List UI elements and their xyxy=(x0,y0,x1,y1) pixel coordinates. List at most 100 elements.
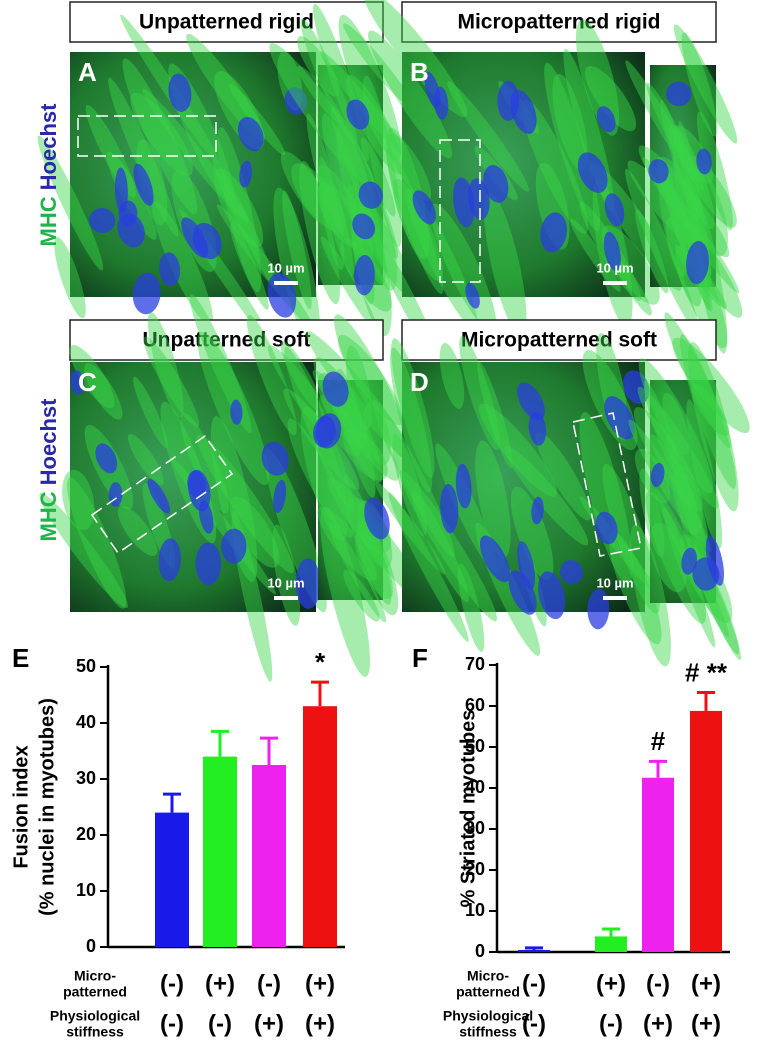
fiber xyxy=(521,99,589,234)
y-tick-label: 70 xyxy=(465,654,485,674)
fiber xyxy=(681,32,718,137)
fiber xyxy=(66,477,127,609)
fiber xyxy=(342,475,392,605)
fiber xyxy=(447,81,530,192)
fiber xyxy=(613,256,652,316)
condition-value: (+) xyxy=(305,970,335,997)
panel-title: Unpatterned rigid xyxy=(139,11,314,34)
nucleus xyxy=(465,282,480,309)
y-tick-label: 20 xyxy=(465,859,485,879)
fiber xyxy=(677,472,709,566)
nucleus xyxy=(168,73,192,112)
scale-bar xyxy=(603,596,627,600)
fiber xyxy=(196,434,295,574)
fiber xyxy=(662,392,690,456)
fiber xyxy=(584,65,637,132)
scale-label: 10 µm xyxy=(267,260,304,275)
fiber xyxy=(579,412,633,584)
fiber xyxy=(229,83,286,156)
fiber xyxy=(69,344,115,409)
fiber xyxy=(478,403,558,497)
condition-value: (-) xyxy=(522,970,546,997)
significance: # ** xyxy=(685,657,728,687)
fiber xyxy=(338,14,402,161)
significance: # xyxy=(651,726,666,756)
fiber xyxy=(305,331,417,465)
fiber xyxy=(269,43,375,189)
fiber xyxy=(643,380,680,477)
y-tick-label: 40 xyxy=(465,777,485,797)
panel-letter: A xyxy=(78,57,97,87)
nucleus xyxy=(603,231,621,271)
nucleus xyxy=(147,478,170,514)
fiber xyxy=(625,168,700,334)
nucleus xyxy=(559,560,584,585)
condition-value: (+) xyxy=(205,970,235,997)
y-tick-label: 50 xyxy=(76,656,96,676)
fiber xyxy=(320,506,371,677)
fiber xyxy=(368,30,453,159)
nucleus xyxy=(322,371,349,407)
fiber xyxy=(343,23,413,108)
nucleus xyxy=(358,181,383,209)
fiber xyxy=(317,506,377,581)
nucleus xyxy=(705,535,725,586)
fiber xyxy=(282,190,312,310)
bar xyxy=(252,765,286,947)
fiber xyxy=(300,406,348,542)
condition-value: (+) xyxy=(691,1010,721,1037)
fiber xyxy=(475,440,511,559)
bar xyxy=(303,706,337,947)
fiber xyxy=(629,524,671,667)
scale-label: 10 µm xyxy=(596,260,633,275)
nucleus xyxy=(648,159,669,184)
condition-value: (+) xyxy=(596,970,626,997)
nucleus xyxy=(540,212,567,253)
condition-value: (+) xyxy=(691,970,721,997)
stain-marker: MHC xyxy=(36,491,61,541)
fiber xyxy=(411,491,469,603)
fiber xyxy=(320,51,407,156)
nucleus xyxy=(604,396,635,440)
fiber xyxy=(386,127,430,260)
nucleus xyxy=(604,193,625,227)
bar xyxy=(690,710,722,952)
fiber xyxy=(679,334,737,489)
fiber xyxy=(439,343,465,409)
nucleus xyxy=(118,200,138,227)
fiber xyxy=(84,362,123,420)
fiber xyxy=(180,412,229,514)
nucleus xyxy=(455,463,472,509)
fiber xyxy=(287,418,354,538)
fiber xyxy=(299,161,340,305)
fiber xyxy=(602,463,660,614)
fiber xyxy=(334,389,383,483)
fiber xyxy=(54,236,86,319)
panel-letter: C xyxy=(78,367,97,397)
fiber xyxy=(358,181,398,291)
fiber xyxy=(638,358,714,494)
condition-value: (-) xyxy=(160,1010,184,1037)
panel-letter: D xyxy=(410,367,429,397)
panel-title-box xyxy=(69,1,384,43)
fiber xyxy=(342,429,388,481)
nucleus xyxy=(188,469,211,512)
fiber xyxy=(272,524,301,626)
fiber xyxy=(343,569,380,622)
fiber xyxy=(691,383,730,437)
fiber xyxy=(329,522,387,623)
fiber xyxy=(658,162,688,277)
fiber xyxy=(300,18,358,146)
nucleus xyxy=(237,116,264,152)
y-tick-label: 30 xyxy=(465,818,485,838)
fiber xyxy=(217,127,262,293)
fiber xyxy=(320,236,378,331)
condition-name: stiffness xyxy=(66,1024,124,1040)
stain-nucleus: Hoechst xyxy=(36,398,61,485)
nucleus xyxy=(364,497,390,540)
fiber xyxy=(246,314,297,436)
roi-box xyxy=(439,139,481,283)
y-tick-label: 10 xyxy=(465,900,485,920)
fiber xyxy=(321,113,368,236)
nucleus xyxy=(468,178,490,220)
